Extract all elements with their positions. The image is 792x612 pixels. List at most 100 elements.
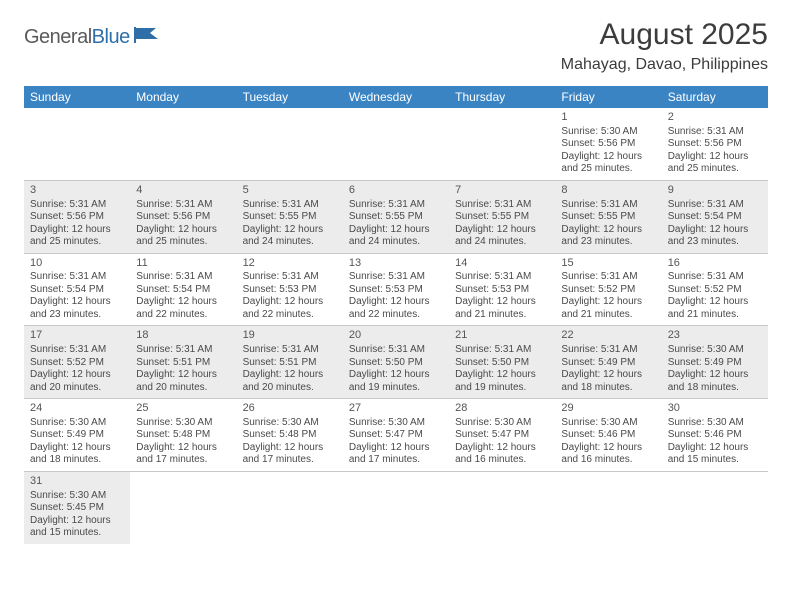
sunset-text: Sunset: 5:50 PM xyxy=(455,357,549,370)
daylight-text-1: Daylight: 12 hours xyxy=(561,369,655,382)
daylight-text-2: and 25 minutes. xyxy=(561,163,655,176)
sunrise-text: Sunrise: 5:31 AM xyxy=(136,344,230,357)
calendar-day-cell: 18Sunrise: 5:31 AMSunset: 5:51 PMDayligh… xyxy=(130,326,236,399)
sunset-text: Sunset: 5:54 PM xyxy=(136,284,230,297)
header: GeneralBlue August 2025 Mahayag, Davao, … xyxy=(24,18,768,74)
calendar-week-row: 10Sunrise: 5:31 AMSunset: 5:54 PMDayligh… xyxy=(24,253,768,326)
daylight-text-2: and 22 minutes. xyxy=(136,309,230,322)
day-number: 28 xyxy=(455,402,549,416)
day-number: 8 xyxy=(561,184,655,198)
daylight-text-1: Daylight: 12 hours xyxy=(30,224,124,237)
daylight-text-1: Daylight: 12 hours xyxy=(561,151,655,164)
daylight-text-2: and 16 minutes. xyxy=(455,454,549,467)
daylight-text-2: and 21 minutes. xyxy=(455,309,549,322)
sunrise-text: Sunrise: 5:31 AM xyxy=(243,271,337,284)
sunrise-text: Sunrise: 5:30 AM xyxy=(668,417,762,430)
daylight-text-1: Daylight: 12 hours xyxy=(668,224,762,237)
calendar-day-cell: 2Sunrise: 5:31 AMSunset: 5:56 PMDaylight… xyxy=(662,108,768,180)
weekday-header: Wednesday xyxy=(343,86,449,108)
calendar-day-cell xyxy=(24,108,130,180)
sunrise-text: Sunrise: 5:31 AM xyxy=(668,271,762,284)
daylight-text-1: Daylight: 12 hours xyxy=(243,369,337,382)
weekday-header: Friday xyxy=(555,86,661,108)
logo-text-general: General xyxy=(24,26,92,49)
logo-text-blue: Blue xyxy=(92,26,130,49)
day-number: 16 xyxy=(668,257,762,271)
sunset-text: Sunset: 5:55 PM xyxy=(561,211,655,224)
sunrise-text: Sunrise: 5:31 AM xyxy=(455,344,549,357)
calendar-day-cell xyxy=(237,108,343,180)
sunrise-text: Sunrise: 5:31 AM xyxy=(561,344,655,357)
weekday-header: Sunday xyxy=(24,86,130,108)
daylight-text-2: and 24 minutes. xyxy=(455,236,549,249)
location: Mahayag, Davao, Philippines xyxy=(561,56,768,74)
daylight-text-2: and 21 minutes. xyxy=(668,309,762,322)
sunset-text: Sunset: 5:48 PM xyxy=(243,429,337,442)
calendar-day-cell: 3Sunrise: 5:31 AMSunset: 5:56 PMDaylight… xyxy=(24,180,130,253)
day-number: 21 xyxy=(455,329,549,343)
daylight-text-2: and 23 minutes. xyxy=(561,236,655,249)
calendar-body: 1Sunrise: 5:30 AMSunset: 5:56 PMDaylight… xyxy=(24,108,768,544)
daylight-text-2: and 16 minutes. xyxy=(561,454,655,467)
calendar-day-cell: 7Sunrise: 5:31 AMSunset: 5:55 PMDaylight… xyxy=(449,180,555,253)
weekday-header: Tuesday xyxy=(237,86,343,108)
calendar-day-cell: 20Sunrise: 5:31 AMSunset: 5:50 PMDayligh… xyxy=(343,326,449,399)
weekday-header: Monday xyxy=(130,86,236,108)
calendar-week-row: 1Sunrise: 5:30 AMSunset: 5:56 PMDaylight… xyxy=(24,108,768,180)
day-number: 23 xyxy=(668,329,762,343)
daylight-text-2: and 18 minutes. xyxy=(30,454,124,467)
daylight-text-2: and 18 minutes. xyxy=(561,382,655,395)
daylight-text-2: and 20 minutes. xyxy=(30,382,124,395)
day-number: 26 xyxy=(243,402,337,416)
sunrise-text: Sunrise: 5:31 AM xyxy=(30,344,124,357)
day-number: 15 xyxy=(561,257,655,271)
daylight-text-1: Daylight: 12 hours xyxy=(349,224,443,237)
day-number: 14 xyxy=(455,257,549,271)
sunrise-text: Sunrise: 5:30 AM xyxy=(30,490,124,503)
calendar-day-cell xyxy=(237,471,343,543)
day-number: 7 xyxy=(455,184,549,198)
daylight-text-2: and 15 minutes. xyxy=(668,454,762,467)
sunrise-text: Sunrise: 5:31 AM xyxy=(136,271,230,284)
calendar-day-cell: 17Sunrise: 5:31 AMSunset: 5:52 PMDayligh… xyxy=(24,326,130,399)
sunrise-text: Sunrise: 5:30 AM xyxy=(349,417,443,430)
daylight-text-1: Daylight: 12 hours xyxy=(455,442,549,455)
sunset-text: Sunset: 5:47 PM xyxy=(349,429,443,442)
day-number: 17 xyxy=(30,329,124,343)
calendar-day-cell: 19Sunrise: 5:31 AMSunset: 5:51 PMDayligh… xyxy=(237,326,343,399)
day-number: 25 xyxy=(136,402,230,416)
daylight-text-1: Daylight: 12 hours xyxy=(136,296,230,309)
calendar-day-cell: 10Sunrise: 5:31 AMSunset: 5:54 PMDayligh… xyxy=(24,253,130,326)
daylight-text-2: and 24 minutes. xyxy=(243,236,337,249)
sunset-text: Sunset: 5:49 PM xyxy=(30,429,124,442)
logo: GeneralBlue xyxy=(24,26,160,49)
calendar-day-cell xyxy=(343,471,449,543)
calendar-week-row: 3Sunrise: 5:31 AMSunset: 5:56 PMDaylight… xyxy=(24,180,768,253)
calendar-day-cell: 27Sunrise: 5:30 AMSunset: 5:47 PMDayligh… xyxy=(343,399,449,472)
calendar-day-cell: 24Sunrise: 5:30 AMSunset: 5:49 PMDayligh… xyxy=(24,399,130,472)
day-number: 22 xyxy=(561,329,655,343)
daylight-text-2: and 17 minutes. xyxy=(243,454,337,467)
daylight-text-1: Daylight: 12 hours xyxy=(668,151,762,164)
day-number: 12 xyxy=(243,257,337,271)
daylight-text-1: Daylight: 12 hours xyxy=(136,369,230,382)
day-number: 2 xyxy=(668,111,762,125)
sunrise-text: Sunrise: 5:31 AM xyxy=(243,344,337,357)
calendar-day-cell xyxy=(449,471,555,543)
sunrise-text: Sunrise: 5:30 AM xyxy=(30,417,124,430)
day-number: 18 xyxy=(136,329,230,343)
calendar-day-cell: 13Sunrise: 5:31 AMSunset: 5:53 PMDayligh… xyxy=(343,253,449,326)
daylight-text-2: and 22 minutes. xyxy=(243,309,337,322)
daylight-text-2: and 17 minutes. xyxy=(349,454,443,467)
calendar-day-cell: 25Sunrise: 5:30 AMSunset: 5:48 PMDayligh… xyxy=(130,399,236,472)
sunset-text: Sunset: 5:55 PM xyxy=(349,211,443,224)
day-number: 19 xyxy=(243,329,337,343)
sunset-text: Sunset: 5:48 PM xyxy=(136,429,230,442)
calendar-day-cell: 11Sunrise: 5:31 AMSunset: 5:54 PMDayligh… xyxy=(130,253,236,326)
sunset-text: Sunset: 5:50 PM xyxy=(349,357,443,370)
sunset-text: Sunset: 5:56 PM xyxy=(30,211,124,224)
sunrise-text: Sunrise: 5:30 AM xyxy=(561,417,655,430)
daylight-text-1: Daylight: 12 hours xyxy=(136,224,230,237)
daylight-text-1: Daylight: 12 hours xyxy=(561,296,655,309)
sunrise-text: Sunrise: 5:31 AM xyxy=(349,199,443,212)
